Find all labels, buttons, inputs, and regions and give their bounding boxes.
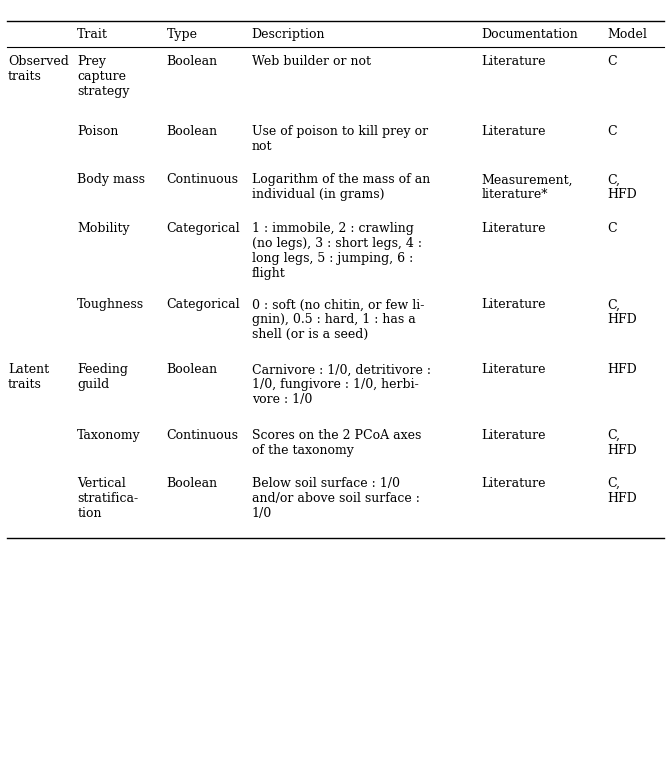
Text: of the taxonomy: of the taxonomy	[252, 444, 354, 457]
Text: 1 : immobile, 2 : crawling: 1 : immobile, 2 : crawling	[252, 221, 413, 234]
Text: Boolean: Boolean	[166, 55, 217, 67]
Text: Boolean: Boolean	[166, 125, 217, 138]
Text: HFD: HFD	[607, 188, 637, 201]
Text: Categorical: Categorical	[166, 221, 240, 234]
Text: and/or above soil surface :: and/or above soil surface :	[252, 492, 419, 505]
Text: C: C	[607, 125, 617, 138]
Text: Mobility: Mobility	[77, 221, 130, 234]
Text: Literature: Literature	[482, 55, 546, 67]
Text: C,: C,	[607, 173, 620, 186]
Text: traits: traits	[8, 378, 42, 391]
Text: C,: C,	[607, 476, 620, 489]
Text: Literature: Literature	[482, 125, 546, 138]
Text: Trait: Trait	[77, 28, 108, 41]
Text: Literature: Literature	[482, 428, 546, 441]
Text: Below soil surface : 1/0: Below soil surface : 1/0	[252, 476, 400, 489]
Text: stratifica-: stratifica-	[77, 492, 138, 505]
Text: Description: Description	[252, 28, 325, 41]
Text: Literature: Literature	[482, 363, 546, 376]
Text: Model: Model	[607, 28, 647, 41]
Text: Web builder or not: Web builder or not	[252, 55, 370, 67]
Text: HFD: HFD	[607, 444, 637, 457]
Text: Boolean: Boolean	[166, 476, 217, 489]
Text: 1/0: 1/0	[252, 506, 272, 519]
Text: Categorical: Categorical	[166, 298, 240, 311]
Text: Observed: Observed	[8, 55, 69, 67]
Text: long legs, 5 : jumping, 6 :: long legs, 5 : jumping, 6 :	[252, 251, 413, 264]
Text: shell (or is a seed): shell (or is a seed)	[252, 328, 368, 341]
Text: Carnivore : 1/0, detritivore :: Carnivore : 1/0, detritivore :	[252, 363, 431, 376]
Text: Logarithm of the mass of an: Logarithm of the mass of an	[252, 173, 430, 186]
Text: Literature: Literature	[482, 476, 546, 489]
Text: guild: guild	[77, 378, 109, 391]
Text: Scores on the 2 PCoA axes: Scores on the 2 PCoA axes	[252, 428, 421, 441]
Text: Prey: Prey	[77, 55, 106, 67]
Text: traits: traits	[8, 70, 42, 83]
Text: Poison: Poison	[77, 125, 119, 138]
Text: Type: Type	[166, 28, 197, 41]
Text: Documentation: Documentation	[482, 28, 578, 41]
Text: Literature: Literature	[482, 298, 546, 311]
Text: tion: tion	[77, 506, 102, 519]
Text: flight: flight	[252, 267, 285, 280]
Text: literature*: literature*	[482, 188, 548, 201]
Text: 1/0, fungivore : 1/0, herbi-: 1/0, fungivore : 1/0, herbi-	[252, 378, 419, 391]
Text: HFD: HFD	[607, 492, 637, 505]
Text: Vertical: Vertical	[77, 476, 126, 489]
Text: gnin), 0.5 : hard, 1 : has a: gnin), 0.5 : hard, 1 : has a	[252, 313, 415, 326]
Text: Measurement,: Measurement,	[482, 173, 573, 186]
Text: Taxonomy: Taxonomy	[77, 428, 141, 441]
Text: vore : 1/0: vore : 1/0	[252, 393, 312, 406]
Text: 0 : soft (no chitin, or few li-: 0 : soft (no chitin, or few li-	[252, 298, 424, 311]
Text: Continuous: Continuous	[166, 428, 238, 441]
Text: C: C	[607, 221, 617, 234]
Text: C,: C,	[607, 298, 620, 311]
Text: Continuous: Continuous	[166, 173, 238, 186]
Text: Use of poison to kill prey or: Use of poison to kill prey or	[252, 125, 427, 138]
Text: Toughness: Toughness	[77, 298, 144, 311]
Text: HFD: HFD	[607, 313, 637, 326]
Text: HFD: HFD	[607, 363, 637, 376]
Text: Literature: Literature	[482, 221, 546, 234]
Text: capture: capture	[77, 70, 126, 83]
Text: Boolean: Boolean	[166, 363, 217, 376]
Text: Feeding: Feeding	[77, 363, 128, 376]
Text: (no legs), 3 : short legs, 4 :: (no legs), 3 : short legs, 4 :	[252, 237, 421, 250]
Text: Latent: Latent	[8, 363, 49, 376]
Text: C,: C,	[607, 428, 620, 441]
Text: Body mass: Body mass	[77, 173, 145, 186]
Text: C: C	[607, 55, 617, 67]
Text: not: not	[252, 140, 272, 153]
Text: strategy: strategy	[77, 85, 130, 97]
Text: individual (in grams): individual (in grams)	[252, 188, 384, 201]
